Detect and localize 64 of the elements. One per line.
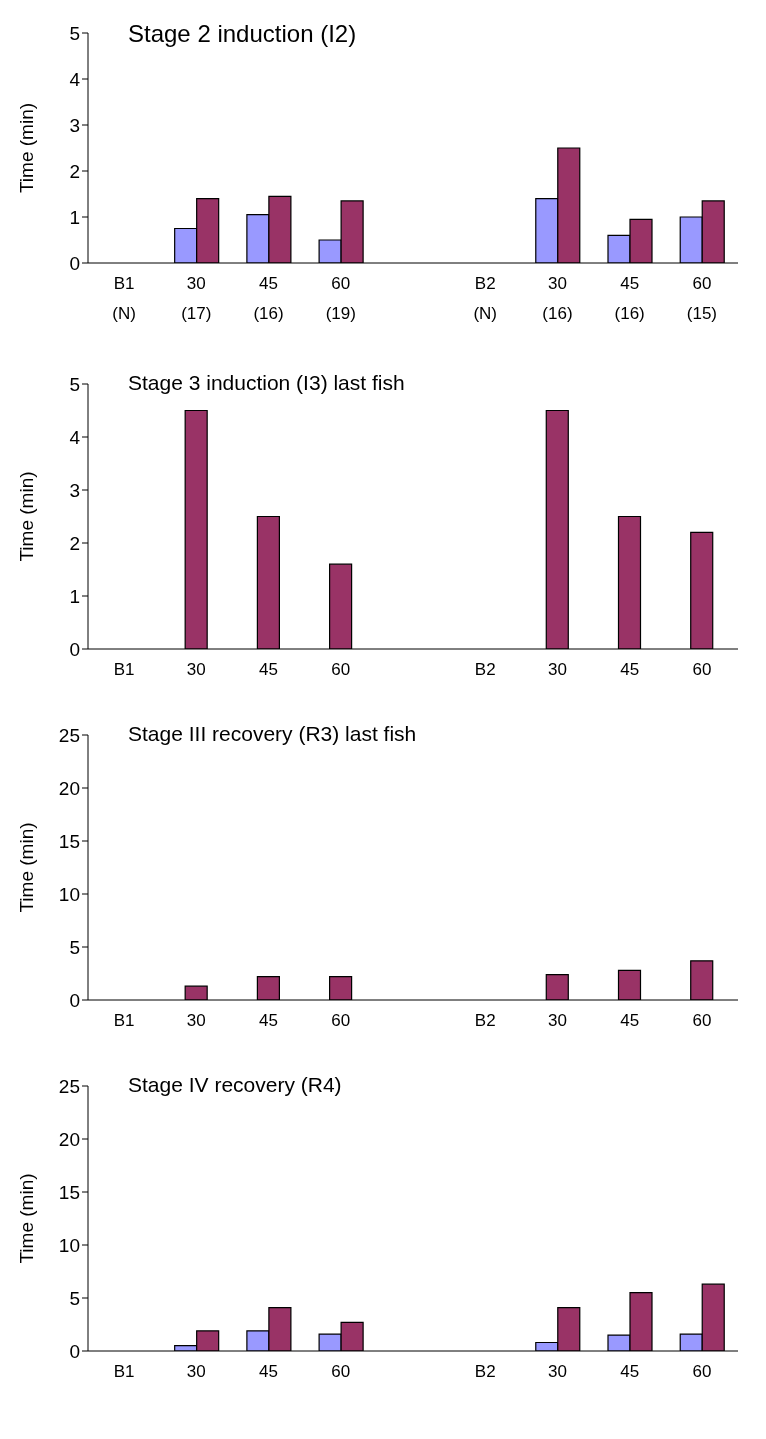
x-tick-label: 30 — [186, 1362, 206, 1381]
y-tick-label: 4 — [69, 68, 81, 90]
y-tick-label: 3 — [69, 114, 80, 136]
x-tick-label: 45 — [259, 660, 279, 679]
y-tick-label: 1 — [69, 585, 80, 607]
y-tick-label: 10 — [58, 883, 80, 905]
x-tick-label: 30 — [186, 1011, 206, 1030]
y-tick-label: 0 — [69, 1340, 80, 1362]
x-tick-label: 30 (16) — [542, 274, 573, 323]
y-axis-title: Time (min) — [15, 822, 37, 913]
y-tick-label: 20 — [58, 1128, 80, 1150]
y-tick-label: 2 — [69, 532, 80, 554]
y-tick-label: 15 — [58, 1181, 80, 1203]
chart-title: Stage IV recovery (R4) — [128, 1073, 342, 1097]
x-tick-label: 60 — [331, 1362, 351, 1381]
x-tick-label: 60 — [692, 1362, 712, 1381]
x-tick-label: 45 — [259, 1362, 279, 1381]
x-tick-label: B2 — [474, 1011, 496, 1030]
x-tick-label: 45 — [259, 1011, 279, 1030]
x-tick-label: B1 — [113, 1011, 135, 1030]
y-axis-title: Time (min) — [15, 1173, 37, 1264]
x-tick-label: 45 — [620, 1011, 640, 1030]
x-tick-label: 60 — [692, 660, 712, 679]
x-tick-label: 60 — [331, 660, 351, 679]
y-tick-label: 5 — [69, 373, 80, 395]
x-tick-label: 45 (16) — [253, 274, 284, 323]
x-tick-label: B2 — [474, 660, 496, 679]
y-tick-label: 15 — [58, 830, 80, 852]
x-tick-label: B1 — [113, 1362, 135, 1381]
x-tick-label: 45 (16) — [614, 274, 645, 323]
y-tick-label: 25 — [58, 1075, 80, 1097]
y-tick-label: 25 — [58, 724, 80, 746]
y-tick-label: 10 — [58, 1234, 80, 1256]
chart-title: Stage III recovery (R3) last fish — [128, 722, 417, 746]
x-tick-label: 60 (15) — [686, 274, 718, 323]
y-tick-label: 0 — [69, 638, 80, 660]
x-tick-label: 60 — [331, 1011, 351, 1030]
chart-title: Stage 3 induction (I3) last fish — [128, 371, 405, 395]
x-tick-label: 45 — [620, 660, 640, 679]
x-tick-label: B2 — [474, 1362, 496, 1381]
y-tick-label: 0 — [69, 989, 80, 1011]
x-tick-label: 30 — [547, 660, 567, 679]
x-tick-label: 30 — [547, 1362, 567, 1381]
chart-title: Stage 2 induction (I2) — [128, 20, 357, 48]
x-tick-label: 30 (17) — [181, 274, 212, 323]
x-tick-label: 30 — [547, 1011, 567, 1030]
y-tick-label: 20 — [58, 777, 80, 799]
x-tick-label: 45 — [620, 1362, 640, 1381]
x-tick-label: 60 — [692, 1011, 712, 1030]
x-tick-label: B2 (N) — [473, 274, 498, 323]
x-tick-label: 60 (19) — [325, 274, 356, 323]
y-tick-label: 0 — [69, 252, 80, 274]
x-tick-label: B1 — [113, 660, 135, 679]
y-tick-label: 5 — [69, 1287, 80, 1309]
y-axis-title: Time (min) — [15, 471, 37, 562]
y-tick-label: 5 — [69, 22, 80, 44]
y-tick-label: 3 — [69, 479, 80, 501]
x-tick-label: B1 (N) — [112, 274, 136, 323]
y-tick-label: 2 — [69, 160, 80, 182]
y-tick-label: 5 — [69, 936, 80, 958]
y-tick-label: 1 — [69, 206, 80, 228]
y-axis-title: Time (min) — [15, 102, 37, 194]
y-tick-label: 4 — [69, 426, 81, 448]
x-tick-label: 30 — [186, 660, 206, 679]
